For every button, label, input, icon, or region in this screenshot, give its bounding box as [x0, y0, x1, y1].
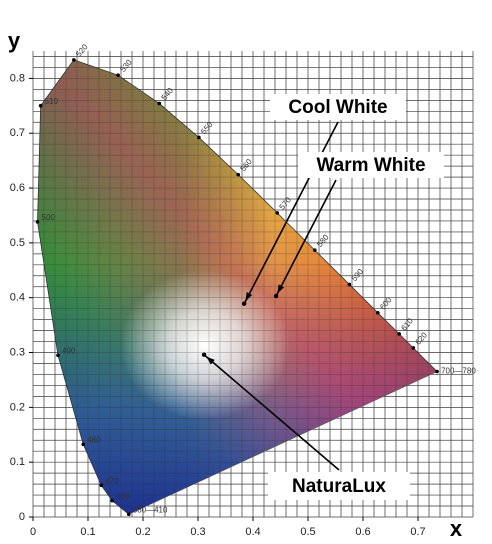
wavelength-label: 490: [62, 346, 76, 355]
y-tick-label: 0.7: [10, 127, 25, 139]
locus-point: [81, 442, 86, 447]
y-tick-label: 0.3: [10, 346, 25, 358]
wavelength-label: 610: [399, 316, 415, 332]
locus-point: [38, 103, 43, 108]
wavelength-label: 580: [315, 232, 331, 248]
wavelength-label: 500: [42, 213, 56, 222]
wavelength-label: 540: [160, 86, 176, 102]
arrow-head: [245, 292, 253, 302]
locus-point: [197, 135, 201, 140]
x-axis-title: x: [450, 516, 463, 541]
grid-overlay: [32, 51, 474, 518]
wavelength-label: 570: [278, 195, 294, 211]
y-tick-label: 0.1: [10, 456, 25, 468]
wavelength-label: 380—410: [133, 505, 168, 514]
point-label: Cool White: [288, 97, 387, 118]
y-tick-label: 0.2: [10, 401, 25, 413]
point: [273, 293, 279, 299]
point-label: NaturaLux: [292, 476, 386, 497]
label-box: [270, 94, 406, 120]
point: [242, 301, 247, 306]
y-tick-label: 0.5: [10, 237, 25, 249]
locus-point: [116, 73, 120, 77]
y-tick-label: 0: [19, 511, 25, 523]
arrow-line: [275, 179, 337, 297]
wavelength-label: 510: [45, 97, 59, 106]
locus-point: [411, 346, 416, 350]
locus-point: [347, 282, 352, 287]
locus-point: [110, 498, 114, 503]
locus-point: [397, 332, 401, 336]
label-box: [298, 152, 444, 178]
wavelength-label: 620: [414, 330, 430, 346]
y-tick-label: 0.4: [10, 292, 25, 304]
wavelength-label: 560: [238, 157, 254, 173]
point: [201, 352, 207, 357]
locus-point: [236, 172, 241, 177]
arrow-head: [277, 284, 285, 294]
label-box: [268, 472, 410, 500]
wavelength-label: 480: [87, 435, 101, 444]
purple-line: [128, 371, 438, 515]
wavelength-label: 460: [116, 492, 130, 501]
locus-point: [376, 310, 380, 315]
x-tick-label: 0.4: [245, 526, 260, 538]
locus-point: [56, 353, 60, 358]
arrow-line: [203, 354, 340, 471]
locus-point: [72, 58, 76, 62]
x-tick-label: 0: [30, 526, 36, 538]
x-tick-label: 0.7: [410, 526, 425, 538]
y-tick-label: 0.6: [10, 182, 25, 194]
x-tick-label: 0.3: [190, 526, 205, 538]
locus-point: [435, 369, 439, 374]
x-tick-label: 0.1: [80, 526, 95, 538]
x-tick-label: 0.2: [135, 526, 150, 538]
y-tick-label: 0.8: [10, 72, 25, 84]
locus-point: [35, 220, 40, 224]
wavelength-label: 700—780: [441, 367, 476, 376]
locus-point: [275, 211, 280, 215]
wavelength-label: 470: [105, 476, 119, 485]
x-tick-label: 0.5: [300, 526, 315, 538]
locus-point: [313, 248, 317, 253]
y-axis-title: y: [8, 28, 21, 53]
x-tick-label: 0.6: [355, 526, 370, 538]
locus-point: [126, 512, 131, 517]
wavelength-label: 520: [74, 42, 90, 58]
point-label: Warm White: [316, 155, 425, 176]
arrow-head: [206, 356, 215, 365]
locus-point: [157, 101, 162, 106]
locus-point: [99, 483, 104, 488]
